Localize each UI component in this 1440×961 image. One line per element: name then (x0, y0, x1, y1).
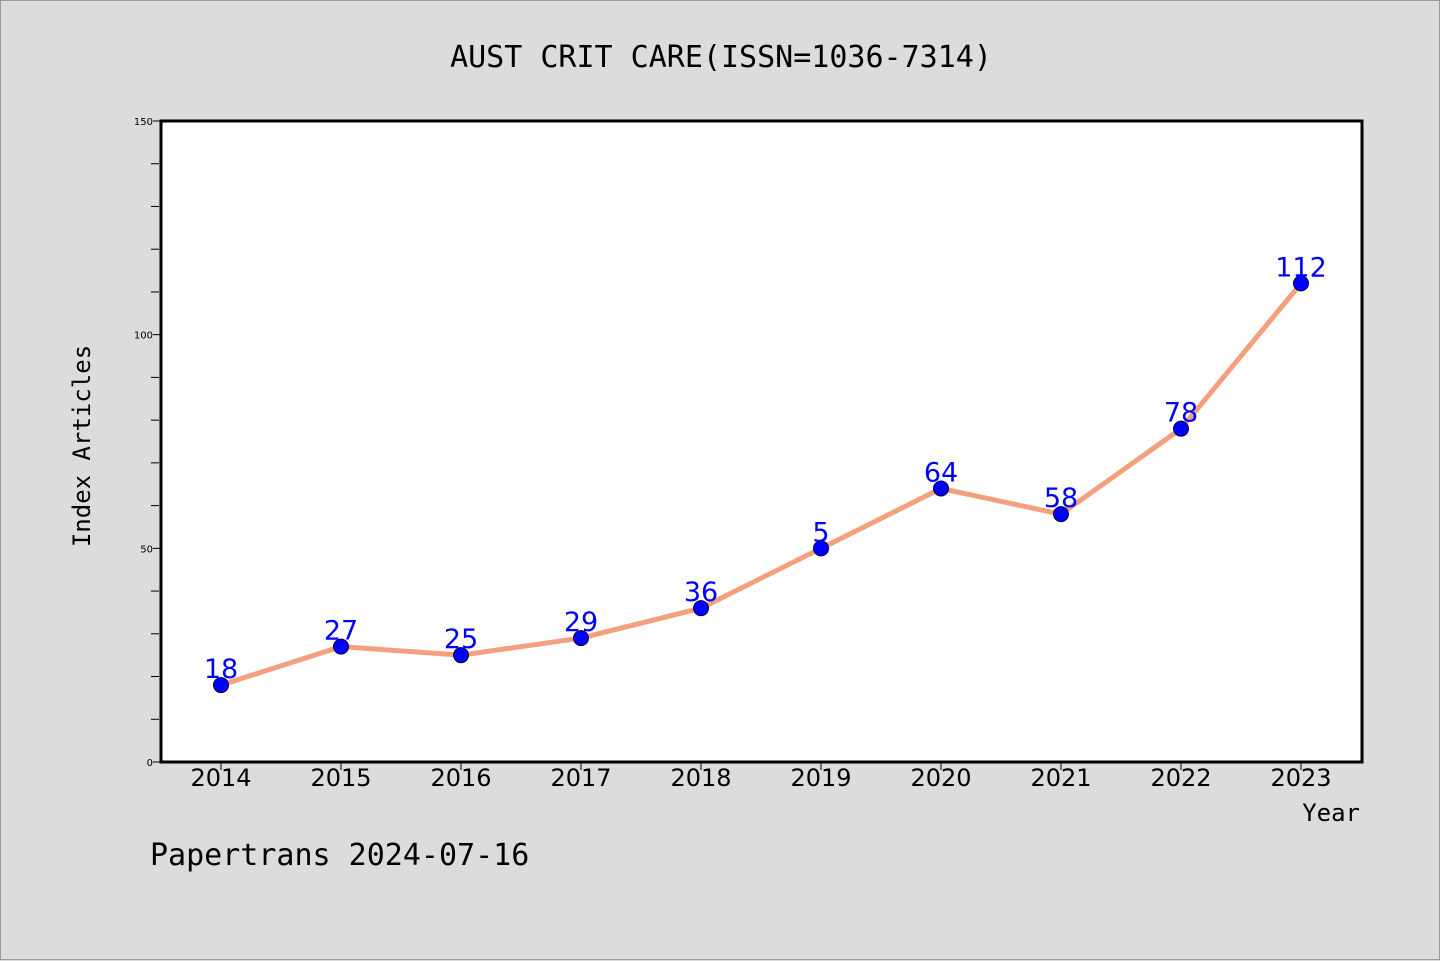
chart-title: AUST CRIT CARE(ISSN=1036-7314) (450, 40, 992, 75)
data-point (213, 677, 229, 694)
data-label: 27 (324, 616, 358, 647)
y-tick-label: 100 (134, 331, 153, 342)
x-tick-label: 2022 (1150, 764, 1211, 792)
x-tick-label: 2014 (190, 764, 251, 792)
data-point (933, 480, 949, 497)
x-tick-label: 2015 (310, 764, 371, 792)
data-labels-group: 18 27 25 29 36 5 64 58 78 112 (204, 252, 1327, 685)
x-tick-label: 2016 (430, 764, 491, 792)
y-axis-ticks: 0 50 100 150 (134, 117, 161, 769)
y-axis-label: Index Articles (68, 345, 96, 547)
data-point (453, 647, 469, 664)
data-point (573, 630, 589, 647)
data-label: 29 (564, 607, 598, 638)
data-point (813, 540, 829, 557)
x-tick-label: 2018 (670, 764, 731, 792)
data-point (1173, 420, 1189, 437)
data-label: 78 (1164, 398, 1198, 429)
data-label: 18 (204, 654, 238, 685)
x-tick-label: 2021 (1030, 764, 1091, 792)
x-tick-label: 2017 (550, 764, 611, 792)
y-tick-label: 0 (147, 758, 153, 769)
x-axis-ticks: 2014 2015 2016 2017 2018 2019 2020 2021 2022 2023 (190, 762, 1332, 792)
x-axis-label: Year (1302, 799, 1360, 827)
data-point (1053, 506, 1069, 523)
x-tick-label: 2020 (910, 764, 971, 792)
x-tick-label: 2023 (1270, 764, 1331, 792)
y-tick-label: 50 (140, 544, 153, 555)
data-label: 36 (684, 577, 718, 608)
plot-area (159, 119, 1364, 764)
data-label: 25 (444, 624, 478, 655)
series-line-group (218, 280, 1304, 688)
data-point (693, 600, 709, 617)
data-label: 58 (1044, 483, 1078, 514)
data-label: 112 (1275, 252, 1327, 283)
series-line (218, 280, 1304, 688)
data-point (333, 638, 349, 655)
y-tick-label: 150 (134, 117, 153, 128)
data-label: 64 (924, 458, 958, 489)
data-point (1293, 275, 1309, 292)
data-label: 5 (812, 517, 829, 548)
series-points-group (213, 275, 1309, 694)
x-tick-label: 2019 (790, 764, 851, 792)
footer-credit: Papertrans 2024-07-16 (150, 838, 529, 873)
